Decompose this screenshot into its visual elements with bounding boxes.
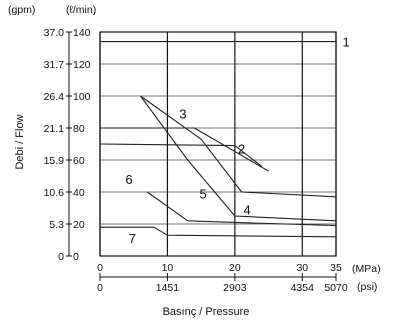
y-tick-lmin: 20 bbox=[73, 219, 85, 231]
curve-7 bbox=[100, 226, 337, 238]
y-tick-lmin: 100 bbox=[73, 91, 91, 103]
y-tick-gpm: 31.7 bbox=[44, 59, 65, 71]
curves bbox=[99, 41, 337, 238]
y-tick-gpm: 21.1 bbox=[44, 123, 65, 135]
x-tick-psi: 2903 bbox=[223, 282, 247, 294]
curve-5 bbox=[140, 95, 337, 222]
x-tick-psi: 4354 bbox=[291, 282, 315, 294]
curve-label-6: 6 bbox=[125, 172, 132, 187]
curve-2 bbox=[99, 143, 263, 167]
curve-label-3: 3 bbox=[179, 106, 186, 121]
x-tick-mpa: 10 bbox=[162, 262, 174, 274]
x-tick-mpa: 0 bbox=[97, 262, 103, 274]
y-tick-gpm: 0 bbox=[58, 251, 64, 263]
curve-label-1: 1 bbox=[342, 34, 349, 49]
y-tick-lmin: 60 bbox=[73, 155, 85, 167]
curve-6 bbox=[146, 191, 337, 227]
x-unit-psi: (psi) bbox=[357, 281, 377, 293]
curve-label-5: 5 bbox=[200, 186, 207, 201]
x-unit-mpa: (MPa) bbox=[352, 263, 381, 275]
y-tick-lmin: 80 bbox=[73, 123, 85, 135]
x-axis-label: Basınç / Pressure bbox=[163, 306, 250, 318]
y-unit-lmin: (ℓ/min) bbox=[66, 4, 96, 16]
x-tick-mpa: 30 bbox=[296, 262, 308, 274]
y-tick-gpm: 37.0 bbox=[44, 27, 65, 39]
y-tick-gpm: 5.3 bbox=[49, 219, 64, 231]
y-tick-lmin: 0 bbox=[73, 251, 79, 263]
curve-label-4: 4 bbox=[243, 202, 250, 217]
y-tick-lmin: 140 bbox=[73, 27, 91, 39]
y-tick-gpm: 15.9 bbox=[44, 155, 65, 167]
curve-4 bbox=[140, 95, 337, 198]
x-tick-mpa: 35 bbox=[330, 262, 342, 274]
y-tick-gpm: 10.6 bbox=[44, 187, 65, 199]
y-ticks: 0 0 5.3 20 10.6 40 15.9 60 21.1 80 26.4 100 31.7 120 3… bbox=[44, 27, 91, 263]
x-tick-psi: 1451 bbox=[156, 282, 180, 294]
curve-label-2: 2 bbox=[238, 142, 245, 157]
curve-label-7: 7 bbox=[129, 231, 136, 246]
curve-3 bbox=[100, 127, 269, 172]
x-tick-psi: 0 bbox=[97, 282, 103, 294]
y-tick-lmin: 120 bbox=[73, 59, 91, 71]
x-tick-mpa: 20 bbox=[229, 262, 241, 274]
x-tick-psi: 5070 bbox=[324, 282, 348, 294]
x-ticks: 0 0 10 1451 20 2903 30 4354 35 5070 bbox=[97, 262, 348, 294]
y-tick-gpm: 26.4 bbox=[44, 91, 65, 103]
curve-labels: 1 2 3 4 5 6 7 bbox=[125, 34, 349, 246]
y-tick-lmin: 40 bbox=[73, 187, 85, 199]
y-axis-label: Debi / Flow bbox=[14, 114, 26, 169]
y-unit-gpm: (gpm) bbox=[8, 4, 35, 16]
